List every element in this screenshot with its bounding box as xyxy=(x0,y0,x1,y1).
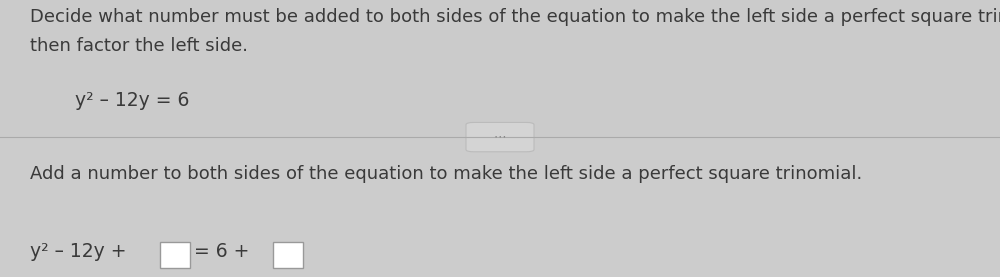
Text: = 6 +: = 6 + xyxy=(188,242,255,261)
Text: Add a number to both sides of the equation to make the left side a perfect squar: Add a number to both sides of the equati… xyxy=(30,165,862,183)
FancyBboxPatch shape xyxy=(273,242,303,268)
Text: ⋯: ⋯ xyxy=(494,131,506,143)
FancyBboxPatch shape xyxy=(0,0,1000,137)
FancyBboxPatch shape xyxy=(160,242,190,268)
Text: then factor the left side.: then factor the left side. xyxy=(30,37,248,55)
Text: y² – 12y +: y² – 12y + xyxy=(30,242,132,261)
Text: y² – 12y = 6: y² – 12y = 6 xyxy=(75,91,189,111)
FancyBboxPatch shape xyxy=(466,122,534,152)
Text: Decide what number must be added to both sides of the equation to make the left : Decide what number must be added to both… xyxy=(30,8,1000,26)
